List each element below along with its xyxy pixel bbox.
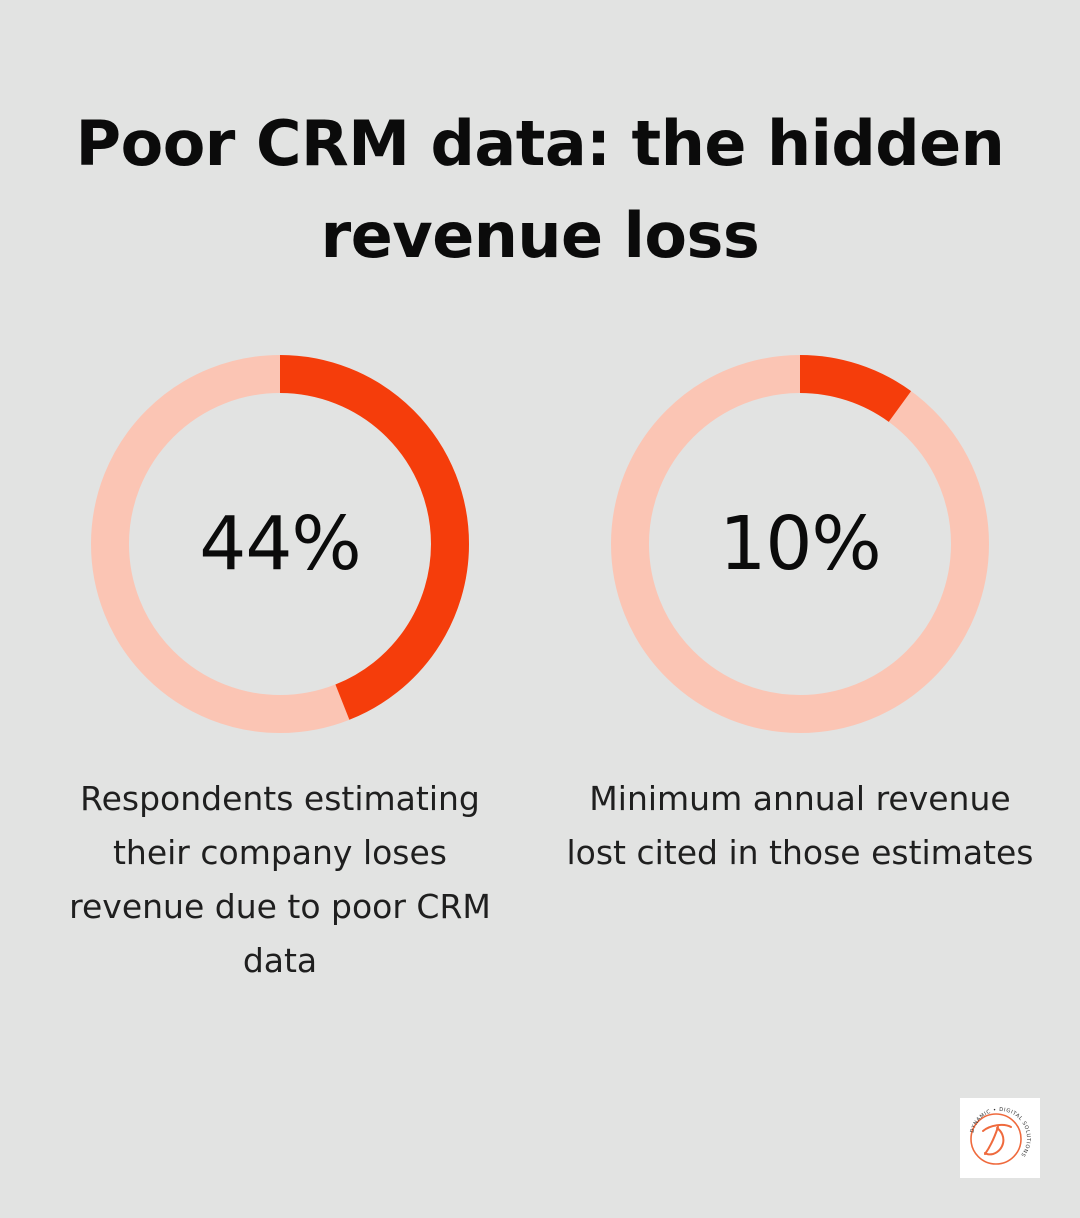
donut-svg: [91, 355, 469, 733]
brand-logo: DYNAMIC • DIGITAL SOLUTIONS: [960, 1098, 1040, 1178]
donut-caption-left: Respondents estimating their company los…: [69, 779, 491, 980]
donut-chart-44: 44%: [91, 355, 469, 733]
donut-value-label: 44%: [199, 501, 361, 587]
donut-chart-10: 10%: [611, 355, 989, 733]
donut-caption-right: Minimum annual revenue lost cited in tho…: [566, 779, 1034, 872]
dynamic-digital-solutions-logo-icon: DYNAMIC • DIGITAL SOLUTIONS: [970, 1107, 1031, 1165]
donut-value-label: 10%: [719, 501, 881, 587]
page-title: Poor CRM data: the hidden revenue loss: [75, 107, 1005, 272]
donut-arc-10: [611, 355, 989, 733]
donut-svg: [611, 355, 989, 733]
donut-arc-44: [91, 355, 469, 733]
